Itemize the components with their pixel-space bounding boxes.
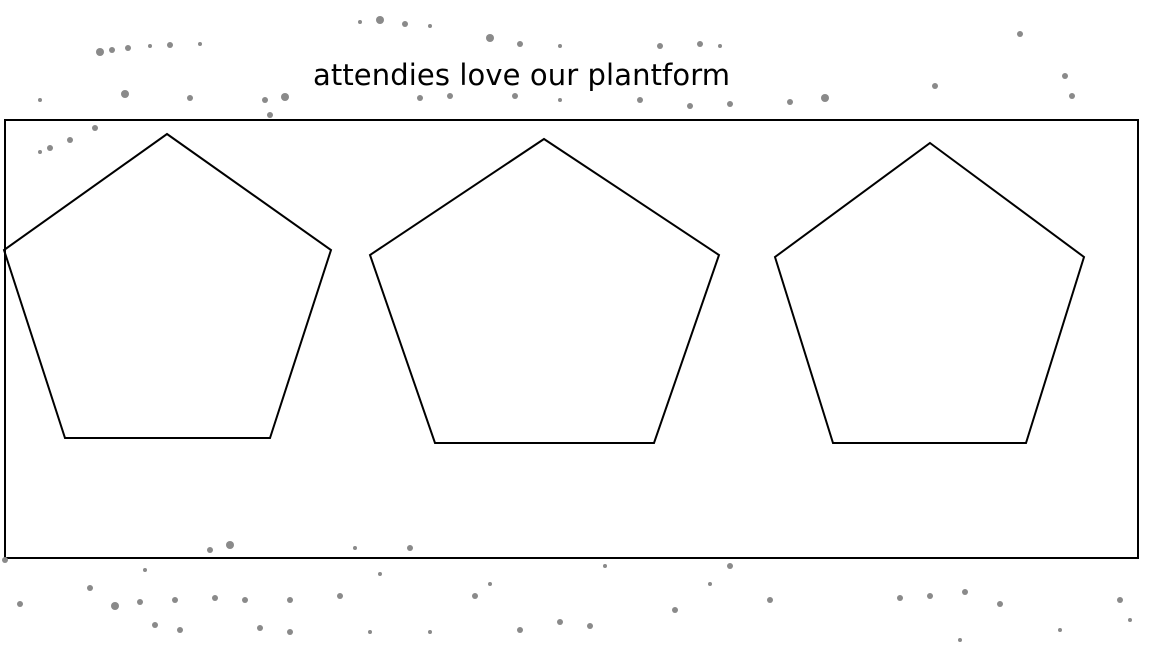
diagram-title: attendies love our plantform	[313, 58, 731, 92]
diagram-frame	[4, 119, 1139, 559]
pentagon-right	[773, 141, 1086, 444]
pentagon-left	[2, 132, 333, 439]
pentagon-middle	[368, 137, 721, 444]
